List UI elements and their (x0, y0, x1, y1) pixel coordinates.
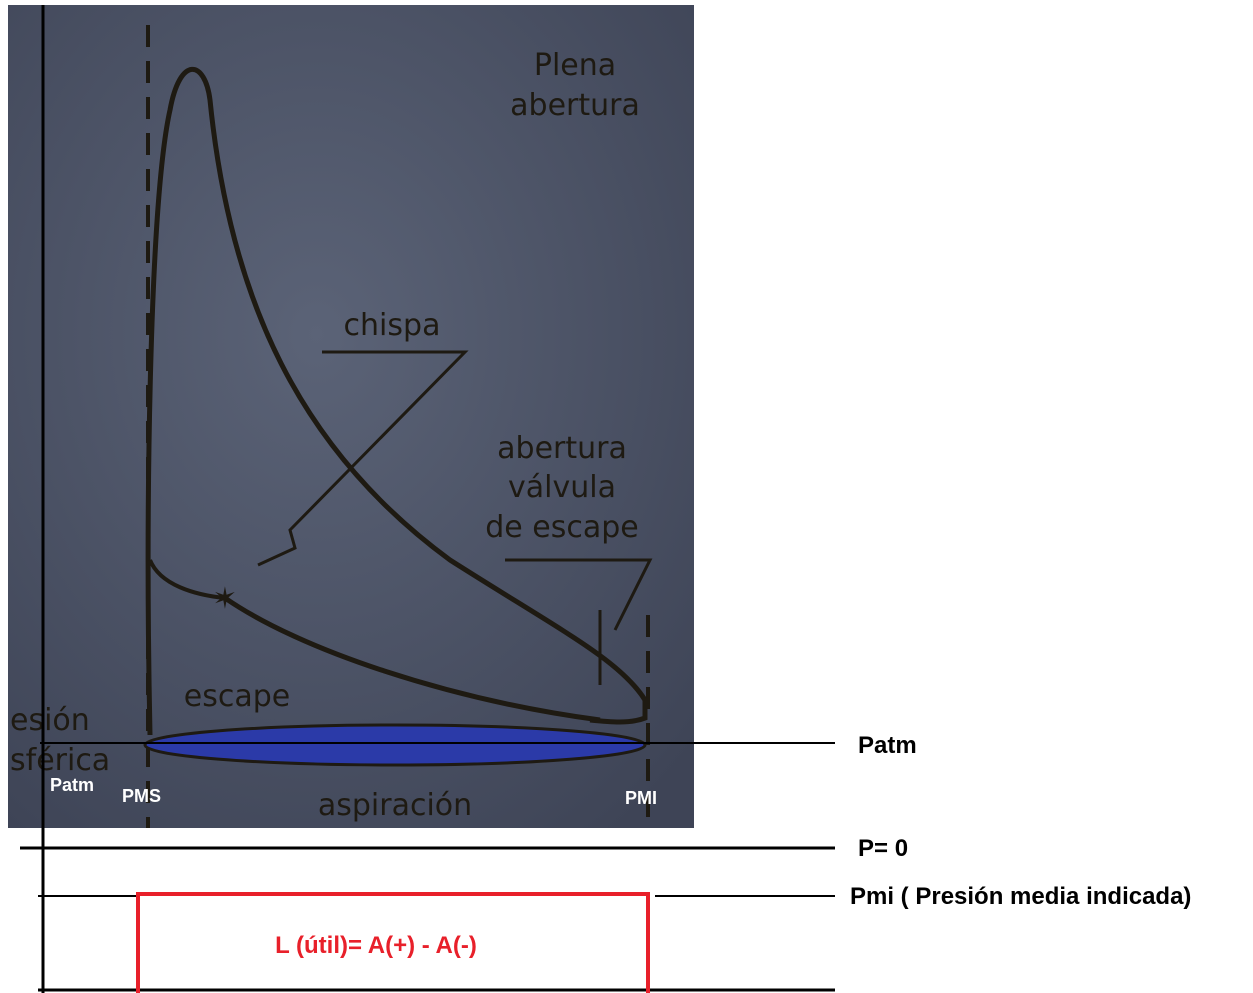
pumping-loop (145, 725, 645, 765)
work-label: L (útil)= A(+) - A(-) (275, 932, 477, 959)
exhaust-label: escape (184, 679, 290, 714)
title-line: Plena (534, 48, 616, 83)
spark-star: ✶ (212, 582, 237, 617)
valve-label: válvula (508, 470, 616, 505)
valve-label: abertura (497, 431, 627, 466)
pms-label: PMS (122, 786, 161, 806)
side-label: sférica (10, 743, 110, 778)
intake-label: aspiración (318, 788, 472, 823)
p-zero-label: P= 0 (858, 835, 908, 862)
spark-label: chispa (344, 308, 441, 343)
pmi-label: Pmi ( Presión media indicada) (850, 883, 1191, 910)
patm-label: Patm (858, 732, 917, 759)
valve-label: de escape (485, 510, 639, 545)
side-label: esión (10, 703, 90, 738)
photo (8, 5, 694, 828)
title-line: abertura (510, 88, 640, 123)
patm-small: Patm (50, 775, 94, 795)
diagram: ✶ Plena abertura chispa abertura válvula… (0, 0, 1253, 993)
pmi-label: PMI (625, 788, 657, 808)
